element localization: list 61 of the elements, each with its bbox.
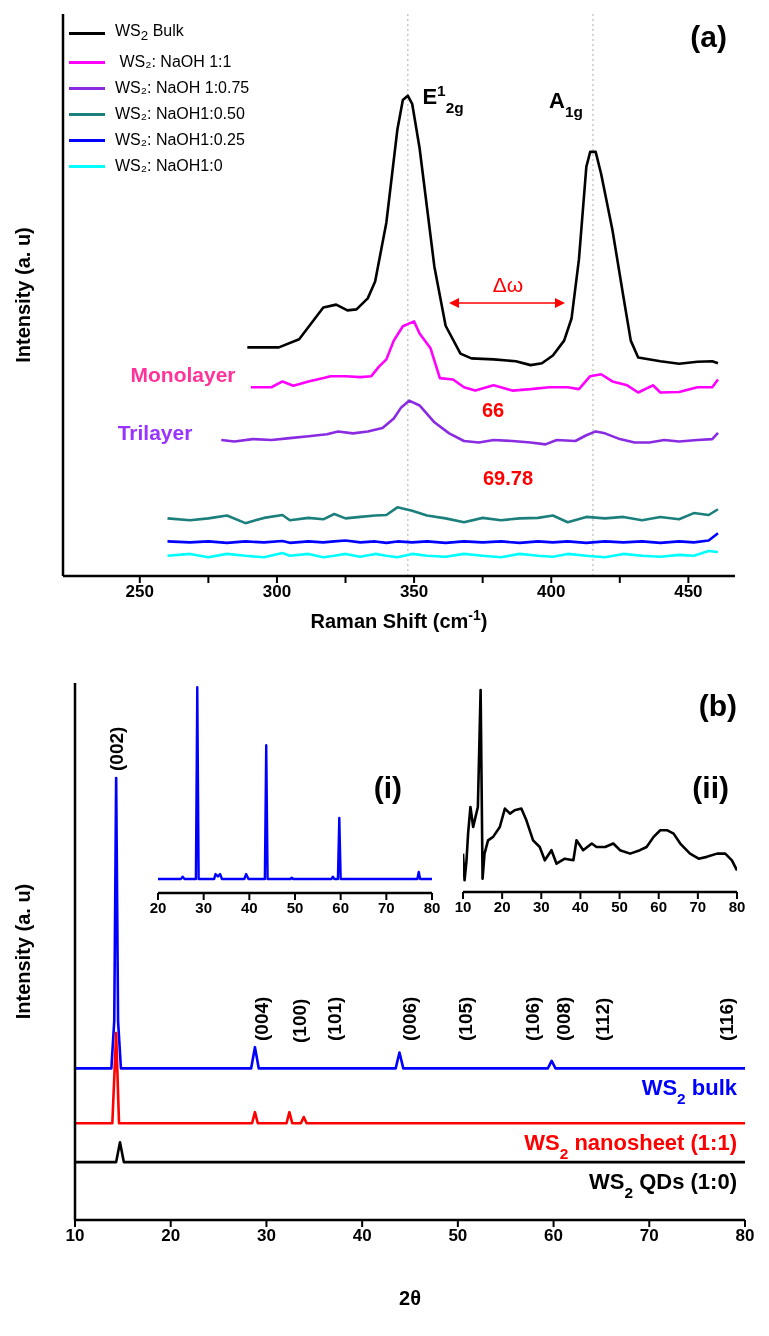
legend-label: WS₂: NaOH 1:0.75 [115,78,250,99]
text: (002) [106,726,127,771]
x-tick-label: 20 [149,898,167,916]
x-tick-label: 250 [125,582,154,602]
series-label: WS$_{2}$ QDs (1:0) [589,1169,737,1201]
annotation: (112) [592,997,614,1041]
annotation: (006) [399,996,420,1041]
legend-label: WS₂: NaOH1:0.25 [115,130,245,151]
x-axis-title: Raman Shift (cm$^{-1}$) [310,607,488,632]
x-tick-label: 10 [65,1226,85,1246]
y-axis-title: Intensity (a. u) [12,883,34,1020]
annotation: (106) [521,996,543,1041]
x-tick-label: 80 [728,897,746,915]
annotation: (b) [698,689,737,722]
x-tick-label: 60 [650,897,668,915]
x-tick-label: 50 [611,897,628,915]
legend-label: WS₂: NaOH1:0.50 [115,104,245,125]
x-tick-label: 40 [352,1226,372,1246]
legend-label: WS$_{2}$ Bulk [115,21,184,46]
x-tick-label: 30 [532,897,550,915]
x-tick-label: 450 [674,582,703,602]
x-tick-label: 50 [286,898,304,916]
x-tick-label: 40 [572,897,589,915]
annotation: (116) [715,997,737,1041]
x-tick-label: 400 [537,582,566,602]
x-tick-label: 70 [377,898,395,916]
series-label: WS$_{2}$ nanosheet (1:1) [524,1130,737,1162]
x-tick-label: 60 [544,1226,564,1246]
x-tick-label: 20 [161,1226,181,1246]
y-axis-title: Intensity (a. u) [12,227,34,363]
series-label: WS$_{2}$ bulk [641,1075,738,1107]
legend-label: WS₂: NaOH 1:1 [118,52,232,73]
annotation: 69.78 [482,467,534,489]
x-tick-label: 350 [399,582,429,602]
annotation: (ii) [692,771,729,804]
x-tick-label: 80 [735,1226,755,1246]
x-tick-label: 300 [262,582,292,602]
annotation: (100) [289,998,310,1043]
annotation: (101) [324,996,346,1041]
x-tick-label: 30 [195,898,213,916]
annotation: (i) [373,771,402,804]
x-tick-label: 30 [256,1226,276,1246]
x-tick-label: 80 [423,898,441,916]
x-tick-label: 70 [689,897,707,915]
annotation: (004) [250,996,272,1041]
annotation: 66 [481,399,505,421]
x-tick-label: 50 [448,1226,468,1246]
x-tick-label: 40 [240,898,258,916]
x-tick-label: 70 [639,1226,659,1246]
annotation: A$_{1g}$ [549,87,583,120]
legend-label: WS₂: NaOH1:0 [115,156,223,177]
text: (a) [690,20,727,53]
x-tick-label: 10 [454,897,472,915]
annotation: Monolayer [130,363,236,387]
x-tick-label: 60 [332,898,350,916]
x-tick-label: 20 [493,897,511,915]
x-axis-title: 2θ [399,1287,421,1309]
annotation: (008) [553,996,574,1041]
annotation: Trilayer [117,421,193,445]
annotation: (105) [454,996,476,1041]
annotation: Δω [492,273,524,297]
